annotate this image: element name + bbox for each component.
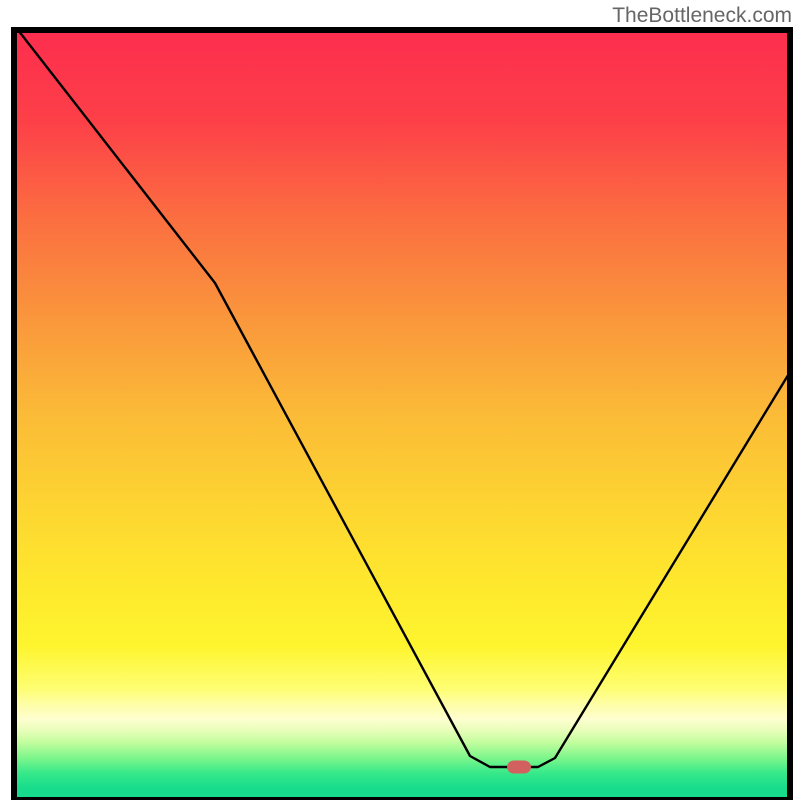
optimal-point-marker <box>507 761 531 774</box>
watermark-text: TheBottleneck.com <box>612 4 792 28</box>
chart-container: TheBottleneck.com <box>0 0 800 800</box>
bottleneck-chart <box>0 0 800 800</box>
gradient-background <box>14 30 790 800</box>
